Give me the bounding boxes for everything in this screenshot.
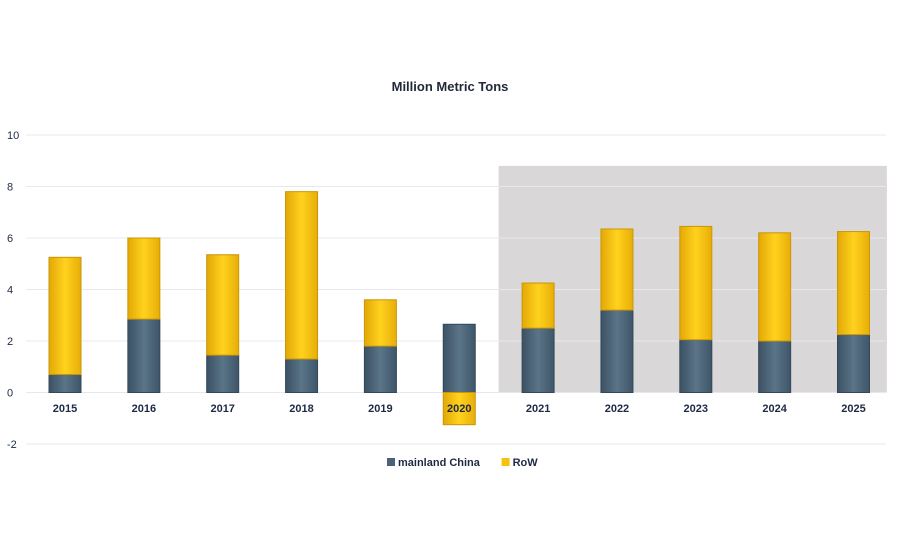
bar-mainland-china-2015 [48,373,82,394]
bar-row-2021 [521,282,555,329]
bar-mainland-china-2020 [442,323,476,394]
x-tick-label: 2023 [684,403,708,415]
bar-mainland-china-2016 [127,318,161,393]
x-tick-label: 2019 [368,403,392,415]
y-tick-label: 10 [7,130,19,142]
x-tick-label: 2022 [605,403,629,415]
x-tick-label: 2018 [289,403,313,415]
bar-mainland-china-2024 [758,340,792,393]
bar-mainland-china-2023 [679,339,713,393]
x-tick-label: 2020 [447,403,471,415]
legend-label: mainland China [398,457,481,469]
bar-row-2016 [127,237,161,320]
x-tick-label: 2016 [132,403,156,415]
bar-row-2022 [600,228,634,311]
bar-row-2017 [206,254,240,356]
x-tick-label: 2025 [841,403,865,415]
y-tick-label: 6 [7,233,13,245]
bar-row-2023 [679,225,713,341]
bar-row-2020 [442,392,476,426]
bar-mainland-china-2022 [600,309,634,394]
legend-swatch [387,458,395,466]
bar-row-2024 [758,232,792,342]
x-tick-label: 2024 [762,403,787,415]
legend-label: RoW [513,457,539,469]
legend-swatch [501,458,510,466]
y-tick-label: 2 [7,336,13,348]
bar-row-2018 [285,191,319,360]
chart-title: Million Metric Tons [392,79,509,94]
bar-mainland-china-2025 [837,334,870,393]
x-tick-label: 2021 [526,403,550,415]
bar-mainland-china-2021 [521,327,555,393]
x-tick-label: 2015 [53,403,77,415]
y-tick-label: -2 [7,439,17,451]
x-tick-label: 2017 [210,403,234,415]
bar-row-2025 [837,231,870,336]
y-tick-label: 0 [7,388,13,400]
bar-row-2019 [363,299,397,347]
y-tick-label: 4 [7,285,13,297]
legend: mainland China RoW [387,457,538,469]
bar-row-2015 [48,256,82,375]
bar-mainland-china-2018 [285,358,319,393]
y-tick-label: 8 [7,182,13,194]
bar-mainland-china-2019 [363,345,397,393]
bar-mainland-china-2017 [206,354,240,394]
